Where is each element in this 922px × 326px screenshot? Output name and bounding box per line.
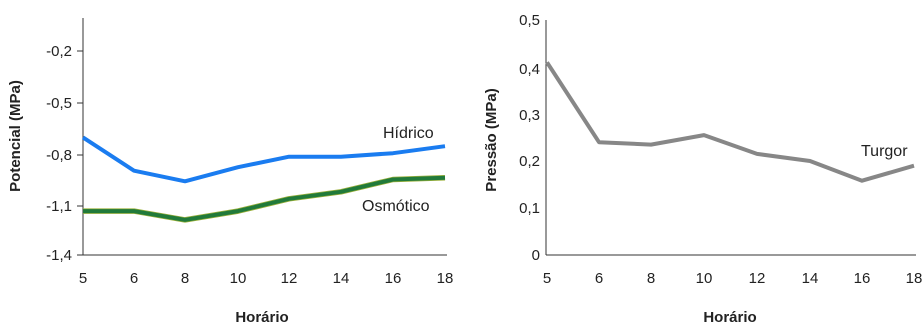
pressao-x-tick-label: 10 xyxy=(696,270,713,287)
potencial-x-tick-label: 18 xyxy=(437,270,454,287)
potencial-x-tick-label: 10 xyxy=(230,270,247,287)
pressao-x-tick-label: 14 xyxy=(802,270,819,287)
pressao-y-axis-title: Pressão (MPa) xyxy=(483,88,500,191)
potencial-y-tick-label: -0,5 xyxy=(46,95,72,112)
series-label-turgor: Turgor xyxy=(861,143,908,160)
potencial-x-tick-label: 6 xyxy=(130,270,138,287)
potencial-y-tick-label: -1,1 xyxy=(46,198,72,215)
potencial-x-tick-label: 14 xyxy=(333,270,350,287)
pressao-x-tick-label: 18 xyxy=(906,270,922,287)
series-line-turgor xyxy=(545,61,915,183)
potencial-y-tick-label: -0,2 xyxy=(46,43,72,60)
potencial-x-tick-label: 8 xyxy=(181,270,189,287)
pressao-y-tick-label: 0,5 xyxy=(519,12,540,29)
potencial-y-tick-label: -0,8 xyxy=(46,147,72,164)
pressao-x-tick-label: 6 xyxy=(595,270,603,287)
series-line-hídrico xyxy=(81,135,446,184)
series-label-osmótico: Osmótico xyxy=(362,198,430,215)
pressao-x-axis-title: Horário xyxy=(703,309,756,326)
potencial-y-tick-label: -1,4 xyxy=(46,247,72,264)
potencial-y-axis-title: Potencial (MPa) xyxy=(7,80,24,192)
pressao-x-tick-label: 16 xyxy=(854,270,871,287)
potencial-x-tick-label: 12 xyxy=(281,270,298,287)
potencial-x-tick-label: 16 xyxy=(385,270,402,287)
pressao-x-tick-label: 8 xyxy=(647,270,655,287)
pressao-y-tick-label: 0,2 xyxy=(519,153,540,170)
pressao-x-tick-label: 12 xyxy=(749,270,766,287)
pressao-y-tick-label: 0 xyxy=(532,247,540,264)
series-label-hídrico: Hídrico xyxy=(383,125,434,142)
potencial-x-tick-label: 5 xyxy=(79,270,87,287)
pressao-y-tick-label: 0,3 xyxy=(519,107,540,124)
pressao-x-tick-label: 5 xyxy=(543,270,551,287)
pressao-y-tick-label: 0,1 xyxy=(519,200,540,217)
pressao-y-tick-label: 0,4 xyxy=(519,61,540,78)
potencial-x-axis-title: Horário xyxy=(235,309,288,326)
series-line-osmótico xyxy=(83,175,446,222)
